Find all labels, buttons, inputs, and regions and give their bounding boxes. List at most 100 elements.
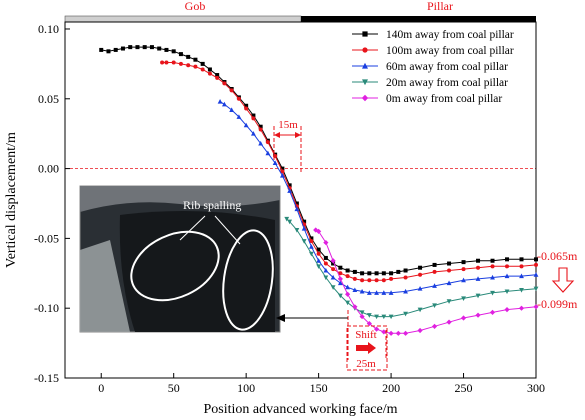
shift-25m-label-1: Shift bbox=[355, 329, 376, 341]
series-circle bbox=[160, 60, 538, 283]
data-point bbox=[287, 219, 293, 225]
data-point bbox=[215, 73, 220, 78]
data-point bbox=[374, 314, 379, 320]
data-point bbox=[461, 267, 466, 272]
end-value-top: -0.065m bbox=[537, 249, 578, 263]
data-point bbox=[302, 219, 307, 224]
data-point bbox=[461, 296, 466, 302]
y-tick-label: 0.05 bbox=[38, 92, 59, 106]
data-point bbox=[284, 216, 290, 222]
shift-15m-annotation: 15m bbox=[273, 119, 302, 172]
data-point bbox=[352, 287, 358, 293]
data-point bbox=[345, 274, 350, 279]
data-point bbox=[533, 304, 539, 310]
data-point bbox=[160, 60, 165, 65]
data-point bbox=[316, 247, 321, 252]
legend-label: 20m away from coal pillar bbox=[386, 77, 508, 89]
data-point bbox=[366, 313, 372, 318]
data-point bbox=[178, 52, 183, 57]
data-point bbox=[504, 273, 510, 279]
data-point bbox=[461, 277, 466, 283]
data-point bbox=[446, 319, 452, 325]
data-point bbox=[446, 299, 452, 304]
data-point bbox=[381, 271, 386, 276]
data-point bbox=[447, 268, 452, 273]
data-point bbox=[374, 290, 379, 295]
data-point bbox=[432, 283, 437, 288]
data-point bbox=[309, 239, 314, 244]
y-tick-label: -0.05 bbox=[34, 231, 59, 245]
data-point bbox=[308, 251, 314, 257]
pillar-zone bbox=[301, 16, 536, 22]
data-point bbox=[301, 239, 307, 244]
data-point bbox=[330, 285, 336, 290]
data-point bbox=[345, 284, 350, 290]
data-point bbox=[280, 166, 285, 171]
data-point bbox=[301, 226, 307, 231]
data-point bbox=[518, 305, 525, 311]
legend-label: 0m away from coal pillar bbox=[386, 93, 502, 105]
data-point bbox=[352, 269, 357, 274]
data-point bbox=[135, 45, 140, 50]
data-point bbox=[222, 101, 227, 107]
data-point bbox=[279, 172, 285, 178]
data-point bbox=[265, 150, 271, 156]
data-point bbox=[417, 286, 423, 291]
data-point bbox=[171, 60, 176, 65]
data-point bbox=[461, 260, 466, 265]
data-point bbox=[193, 64, 198, 69]
data-point bbox=[359, 313, 365, 320]
data-point bbox=[388, 330, 394, 336]
data-point bbox=[362, 31, 368, 37]
data-point bbox=[388, 314, 394, 320]
data-point bbox=[359, 310, 365, 315]
series-diamond bbox=[313, 227, 539, 336]
series-triangle-down bbox=[284, 216, 539, 320]
photo-conveyor bbox=[80, 240, 130, 332]
data-point bbox=[120, 46, 125, 51]
data-point bbox=[476, 258, 481, 263]
y-tick-label: 0.10 bbox=[38, 22, 59, 36]
series-layer bbox=[99, 45, 539, 336]
data-point bbox=[432, 303, 437, 309]
shift-25m-box bbox=[346, 325, 388, 371]
data-point bbox=[389, 271, 394, 276]
photo-roof-structure bbox=[80, 186, 280, 212]
shift-25m-label-2: 25m bbox=[356, 358, 376, 370]
data-point bbox=[323, 275, 329, 281]
x-tick-label: 50 bbox=[168, 381, 180, 395]
data-point bbox=[359, 288, 365, 294]
y-axis-label: Vertical displacement/m bbox=[4, 132, 19, 268]
data-point bbox=[337, 293, 343, 299]
data-point bbox=[519, 257, 524, 262]
data-point bbox=[229, 88, 234, 93]
gob-label: Gob bbox=[185, 0, 206, 13]
data-point bbox=[519, 264, 524, 269]
y-tick-label: -0.10 bbox=[34, 301, 59, 315]
data-point bbox=[308, 244, 314, 249]
data-point bbox=[534, 262, 538, 267]
zone-bar: Gob Pillar bbox=[64, 0, 536, 23]
data-point bbox=[171, 49, 176, 54]
data-point bbox=[323, 239, 329, 246]
y-tick-label: 0.00 bbox=[38, 162, 59, 176]
data-point bbox=[149, 45, 154, 50]
data-point bbox=[243, 122, 249, 128]
shift-15m-arrowhead-right bbox=[295, 132, 301, 138]
data-point bbox=[475, 276, 481, 281]
data-point bbox=[447, 261, 452, 266]
data-point bbox=[128, 45, 133, 50]
data-point bbox=[280, 169, 285, 174]
data-point bbox=[360, 271, 365, 276]
rib-spalling-label: Rib spalling bbox=[183, 198, 241, 212]
legend-label: 140m away from coal pillar bbox=[386, 29, 514, 41]
data-point bbox=[287, 183, 292, 188]
data-point bbox=[490, 258, 495, 263]
data-point bbox=[193, 57, 198, 62]
data-point bbox=[402, 330, 409, 336]
data-point bbox=[446, 280, 452, 286]
axes: 0 50 100 150 200 250 300 0.10 0.05 0.00 -0.05 -0.10… bbox=[4, 21, 545, 417]
end-value-bottom: -0.099m bbox=[537, 297, 578, 311]
data-point bbox=[338, 271, 343, 276]
end-value-down-arrow-icon bbox=[551, 267, 575, 293]
